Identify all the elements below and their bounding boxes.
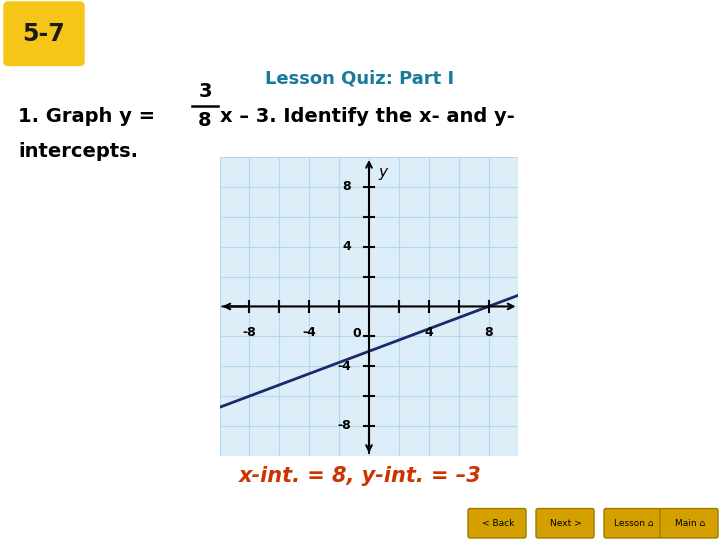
- Text: Next >: Next >: [550, 519, 582, 528]
- Text: 0: 0: [353, 327, 361, 340]
- FancyBboxPatch shape: [536, 509, 594, 538]
- Text: Slope-Intercept Form: Slope-Intercept Form: [98, 21, 446, 48]
- Text: Lesson ⌂: Lesson ⌂: [614, 519, 654, 528]
- Text: 5-7: 5-7: [22, 22, 66, 46]
- Text: -8: -8: [338, 420, 351, 433]
- Text: -4: -4: [337, 360, 351, 373]
- Text: 1. Graph y =: 1. Graph y =: [18, 106, 155, 126]
- Text: 8: 8: [198, 111, 212, 130]
- FancyBboxPatch shape: [660, 509, 718, 538]
- Text: © HOLT McDOUGAL, All Rights Reserved: © HOLT McDOUGAL, All Rights Reserved: [8, 519, 218, 529]
- Text: 3: 3: [198, 82, 212, 101]
- Text: x – 3. Identify the x- and y-: x – 3. Identify the x- and y-: [220, 106, 515, 126]
- Text: -4: -4: [302, 326, 316, 339]
- Text: 8: 8: [485, 326, 492, 339]
- Text: Lesson Quiz: Part I: Lesson Quiz: Part I: [266, 69, 454, 87]
- Text: 4: 4: [424, 326, 433, 339]
- FancyBboxPatch shape: [4, 2, 84, 65]
- FancyBboxPatch shape: [468, 509, 526, 538]
- Text: Main ⌂: Main ⌂: [675, 519, 705, 528]
- Text: -8: -8: [243, 326, 256, 339]
- Text: intercepts.: intercepts.: [18, 141, 138, 160]
- FancyBboxPatch shape: [604, 509, 662, 538]
- Text: 8: 8: [343, 180, 351, 193]
- Text: < Back: < Back: [482, 519, 514, 528]
- Text: x-int. = 8, y-int. = –3: x-int. = 8, y-int. = –3: [238, 467, 482, 487]
- Text: y: y: [378, 165, 387, 179]
- Text: 4: 4: [342, 240, 351, 253]
